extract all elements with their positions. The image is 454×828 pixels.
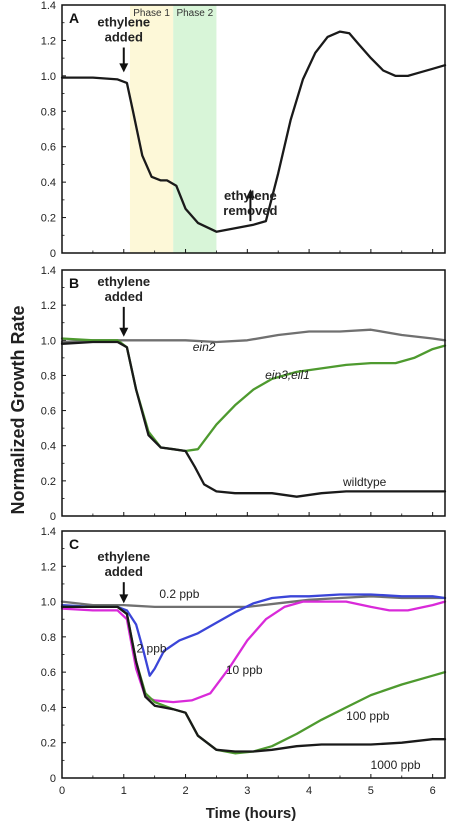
panel-b: 0 0.2 0.4 0.6 0.8 1.0 1.2 1.4 ein2 ein3;eil1 wildt…: [41, 265, 447, 523]
y-tick-label: 0.2: [41, 738, 56, 750]
annotation-text: ethylene added: [97, 274, 150, 304]
series-label: 0.2 ppb: [159, 587, 199, 601]
y-tick-label: 1.2: [41, 561, 56, 573]
y-tick-label: 0.4: [41, 702, 56, 714]
plot-frame: [61, 4, 446, 254]
y-tick-label: 1.4: [41, 526, 56, 538]
annotation-text-line: added: [105, 564, 143, 579]
series-line-ein2: [60, 328, 447, 344]
y-tick-label: 1.0: [41, 335, 56, 347]
x-axis-title: Time (hours): [206, 805, 297, 822]
series-label: 1000 ppb: [371, 758, 421, 772]
y-tick-label: 1.4: [41, 265, 56, 277]
series-label: ein3;eil1: [265, 368, 310, 382]
panel-letter: B: [69, 275, 79, 291]
series-label: 2 ppb: [137, 642, 167, 656]
annotation-text-line: ethylene: [97, 549, 150, 564]
series-line-1: [60, 30, 447, 233]
y-tick-label: 0.6: [41, 142, 56, 154]
x-tick-label: 6: [430, 785, 436, 797]
plot-frame: [61, 530, 446, 779]
panel-letter: A: [69, 10, 79, 26]
y-tick-label: 1.4: [41, 0, 56, 12]
annotation-text: ethylene removed: [223, 188, 277, 218]
series-label: 100 ppb: [346, 709, 390, 723]
y-tick-label: 0.2: [41, 476, 56, 488]
y-tick-label: 0.6: [41, 406, 56, 418]
x-tick-label: 4: [306, 785, 312, 797]
annotation-text-line: added: [105, 30, 143, 45]
series-line-1000-ppb: [60, 605, 447, 753]
panel-letter: C: [69, 536, 79, 552]
y-tick-label: 1.2: [41, 300, 56, 312]
annotation-text-line: ethylene: [97, 274, 150, 289]
y-tick-label: 0.2: [41, 213, 56, 225]
phase-label-1: Phase 1: [133, 8, 170, 19]
y-tick-label: 0.4: [41, 177, 56, 189]
panel-c: 0 0.2 0.4 0.6 0.8 1.0 1.2 1.4 0 1 2 3 4 5 6 0.2 ppb 2 pp…: [41, 526, 447, 797]
phase-region-2: [173, 5, 217, 253]
series-line-0-2-ppb: [60, 595, 447, 609]
series-line-10-ppb: [60, 600, 447, 704]
y-tick-label: 0.8: [41, 632, 56, 644]
annotation-text-line: ethylene: [97, 15, 150, 30]
annotation-text: ethylene added: [97, 549, 150, 579]
series-line-2-ppb: [60, 593, 447, 677]
plot-frame: [61, 269, 446, 517]
annotation-arrowhead: [245, 189, 255, 199]
x-tick-label: 5: [368, 785, 374, 797]
annotation-text-line: added: [105, 289, 143, 304]
y-tick-label: 0.8: [41, 106, 56, 118]
x-tick-label: 2: [182, 785, 188, 797]
annotation-arrowhead: [119, 63, 129, 73]
x-tick-label: 0: [59, 785, 65, 797]
annotation-text-line: removed: [223, 203, 277, 218]
x-tick-label: 1: [121, 785, 127, 797]
y-axis-title: Normalized Growth Rate: [8, 305, 28, 514]
series-label: ein2: [193, 340, 216, 354]
series-line-wildtype: [60, 340, 447, 498]
y-tick-label: 1.0: [41, 71, 56, 83]
series-label: wildtype: [342, 475, 387, 489]
x-tick-label: 3: [244, 785, 250, 797]
panel-a: Phase 1 Phase 2 0 0.2 0.4 0.6 0.8 1.0 1.2 1.4 ethy…: [41, 0, 447, 260]
y-tick-label: 0: [50, 511, 56, 523]
series-line-100-ppb: [60, 605, 447, 755]
phase-label-2: Phase 2: [176, 8, 213, 19]
annotation-text: ethylene added: [97, 15, 150, 45]
y-tick-label: 1.2: [41, 35, 56, 47]
annotation-text-line: ethylene: [224, 188, 277, 203]
y-tick-label: 0: [50, 773, 56, 785]
series-label: 10 ppb: [226, 663, 263, 677]
y-tick-label: 1.0: [41, 597, 56, 609]
annotation-arrowhead: [119, 327, 129, 337]
y-tick-label: 0.4: [41, 441, 56, 453]
y-tick-label: 0.6: [41, 667, 56, 679]
y-tick-label: 0.8: [41, 370, 56, 382]
y-tick-label: 0: [50, 248, 56, 260]
chart-panels: Phase 1 Phase 2 0 0.2 0.4 0.6 0.8 1.0 1.2 1.4 ethy…: [41, 0, 447, 797]
series-line-ein3-eil1: [60, 337, 447, 453]
annotation-arrowhead: [119, 594, 129, 604]
